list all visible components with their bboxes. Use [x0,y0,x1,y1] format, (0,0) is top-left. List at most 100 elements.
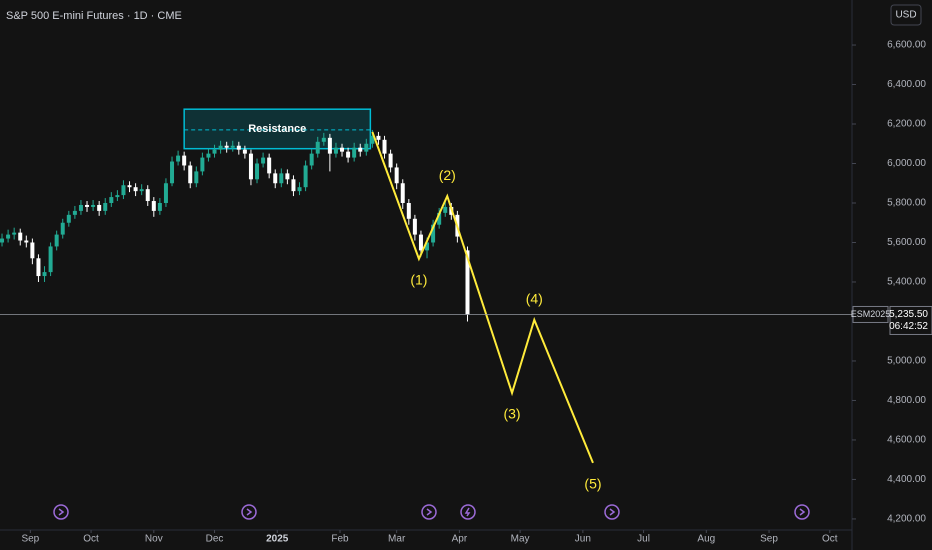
candle-body [465,250,470,315]
event-icon[interactable] [53,504,69,520]
x-tick-label: May [511,534,530,545]
resistance-label: Resistance [248,123,306,135]
candle-body [24,240,29,243]
candle-body [139,189,144,192]
candle-body [352,147,357,158]
x-tick-label: Jul [637,534,650,545]
candle-body [18,232,23,241]
symbol-box [852,305,889,323]
candle-body [418,234,423,251]
y-tick-label: 4,600.00 [887,435,926,446]
candle-body [425,242,430,251]
y-tick-label: 4,800.00 [887,395,926,406]
candle-body [85,204,90,207]
candle-body [285,173,290,180]
candle-body [358,147,363,152]
event-icon[interactable] [604,504,620,520]
candle-body [145,189,150,202]
candle-body [224,145,229,148]
event-icon[interactable] [241,504,257,520]
y-tick-label: 6,000.00 [887,158,926,169]
y-tick-label: 4,400.00 [887,474,926,485]
symbol-label: ESM2025 [851,309,891,319]
candle-body [340,147,345,152]
candle-body [151,201,156,211]
candle-body [248,153,253,180]
candle-body [279,173,284,184]
countdown: 06:42:52 [889,321,928,332]
candle-body [437,212,442,225]
candle-body [97,204,102,211]
candle-body [236,145,241,150]
currency[interactable]: USD [895,10,916,21]
candle-body [188,165,193,184]
candle-body [242,149,247,154]
candle-body [115,195,120,198]
candle-body [273,173,278,184]
candle-body [36,258,41,277]
event-icon[interactable] [421,504,437,520]
y-tick-label: 5,400.00 [887,277,926,288]
x-tick-label: 2025 [266,534,289,545]
wave-label: (4) [526,291,543,307]
y-tick-label: 5,000.00 [887,356,926,367]
candle-body [72,210,77,215]
wave-label: (5) [584,476,601,492]
event-icons [53,504,810,520]
candle-body [230,145,235,148]
x-tick-label: Nov [145,534,163,545]
candle-body [54,234,59,247]
candle-body [78,204,83,211]
candle-body [261,157,266,164]
x-tick-label: Mar [388,534,406,545]
candle-body [103,202,108,211]
candle-body [6,234,11,239]
candle-body [30,242,35,259]
y-tick-label: 6,400.00 [887,79,926,90]
candle-body [133,187,138,192]
candle-body [91,204,96,207]
candle-body [66,214,71,223]
candle-body [182,155,187,166]
wave-line [371,131,594,464]
last-price-label: 5,235.50 [889,309,928,320]
y-tick-label: 4,200.00 [887,514,926,525]
candle-body [443,206,448,213]
candle-body [394,167,399,184]
candle-body [327,137,332,154]
candle-body [267,157,272,174]
candle-body [333,147,338,154]
candle-body [0,238,5,243]
candle-body [121,185,126,196]
candle-body [382,139,387,154]
candle-body [200,157,205,172]
x-tick-label: Sep [760,534,778,545]
candle-body [321,137,326,142]
candle-body [206,153,211,158]
candle-body [255,163,260,180]
x-tick-label: Oct [83,534,99,545]
candle-body [109,197,114,203]
y-tick-label: 6,200.00 [887,119,926,130]
candle-body [431,224,436,243]
candle-body [412,218,417,235]
candle-body [176,155,181,162]
event-icon[interactable] [794,504,810,520]
candle-body [42,272,47,277]
candle-body [309,153,314,166]
candle-body [60,222,65,235]
wave-label: (2) [439,167,456,183]
currency-button[interactable] [890,4,922,26]
candle-body [364,143,369,152]
candle-body [297,187,302,192]
candle-body [194,171,199,184]
x-tick-label: Dec [206,534,224,545]
candle-body [388,153,393,168]
event-icon[interactable] [460,504,476,520]
candle-body [370,135,375,144]
candle-body [346,151,351,158]
x-tick-label: Oct [822,534,838,545]
y-tick-label: 5,800.00 [887,198,926,209]
